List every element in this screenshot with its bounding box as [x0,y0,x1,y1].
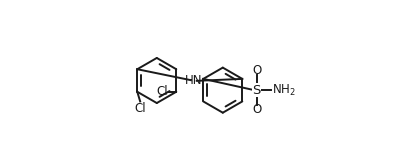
Text: Cl: Cl [134,102,146,115]
Text: HN: HN [185,74,203,86]
Text: NH$_2$: NH$_2$ [272,83,296,98]
Text: S: S [252,84,261,97]
Text: Cl: Cl [156,85,168,98]
Text: O: O [252,64,261,77]
Text: O: O [252,103,261,116]
